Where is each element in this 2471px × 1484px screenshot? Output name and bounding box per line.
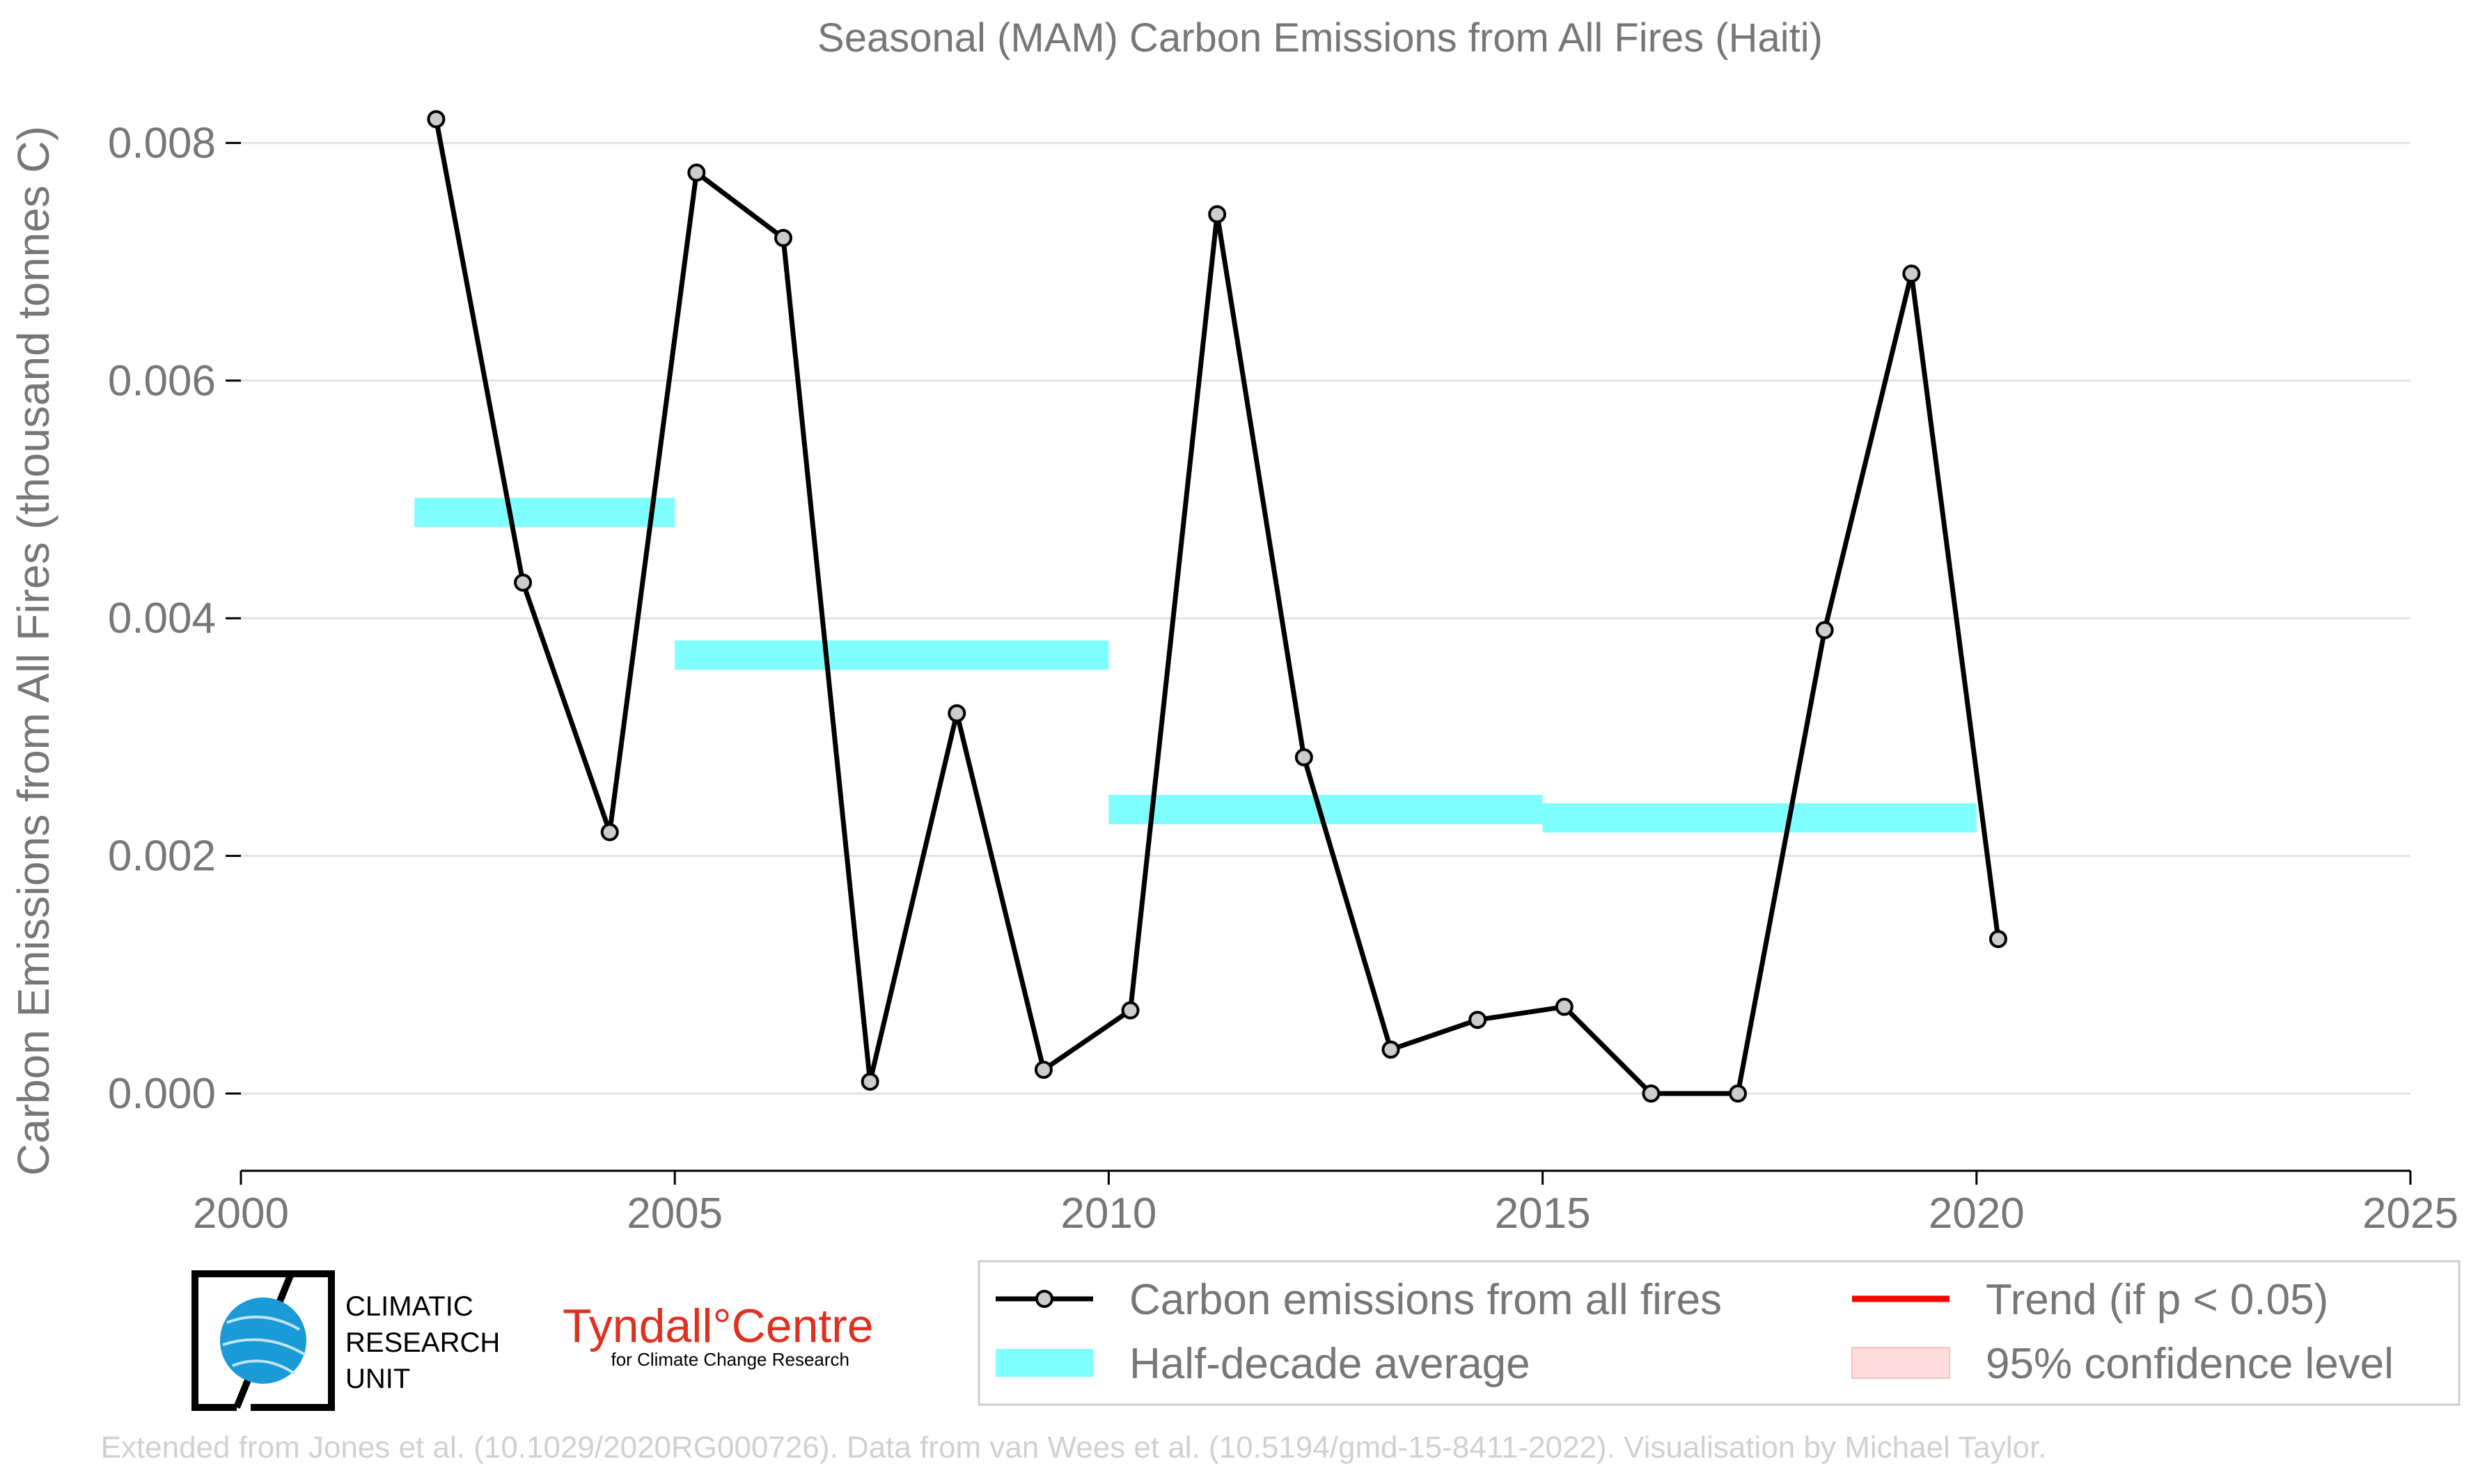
emissions-point [1381, 1040, 1400, 1059]
emissions-point [687, 164, 706, 182]
x-axis-ticks: 2000 2005 2010 2015 2020 2025 [193, 1171, 2458, 1238]
legend-label: Carbon emissions from all fires [1129, 1276, 1722, 1324]
y-tick-label: 0.008 [108, 119, 216, 167]
grid-lines [241, 141, 2410, 1095]
x-tick-label: 2025 [2362, 1190, 2458, 1238]
emissions-point [1642, 1084, 1661, 1103]
emissions-point [1815, 621, 1834, 640]
y-axis-ticks: 0.000 0.002 0.004 0.006 0.008 [108, 119, 241, 1118]
emissions-point [774, 228, 792, 247]
tyndall-logo-subtext: for Climate Change Research [611, 1349, 850, 1370]
emissions-point [600, 823, 619, 842]
legend-swatch-patch [1851, 1347, 1950, 1379]
cru-logo-frame-right [251, 1270, 335, 1411]
emissions-point [1902, 265, 1921, 283]
tyndall-logo-text: Tyndall°Centre [563, 1300, 874, 1352]
cru-logo-text: CLIMATIC RESEARCH UNIT [345, 1291, 508, 1394]
legend-label: Trend (if p < 0.05) [1986, 1276, 2328, 1324]
legend-swatch-marker [1035, 1290, 1053, 1308]
credit-text: Extended from Jones et al. (10.1029/2020… [101, 1430, 2047, 1465]
emissions-point [1468, 1011, 1487, 1029]
cru-logo: CLIMATIC RESEARCH UNIT [191, 1270, 508, 1411]
emissions-point [1988, 930, 2007, 949]
emissions-point [948, 704, 966, 723]
emissions-point [514, 573, 533, 592]
emissions-point [861, 1072, 879, 1091]
legend-label: Half-decade average [1129, 1340, 1530, 1388]
cru-logo-frame-left [191, 1270, 292, 1411]
legend-box [978, 1260, 2461, 1406]
y-tick-label: 0.000 [108, 1070, 216, 1118]
emissions-point [1294, 748, 1313, 766]
legend-swatch-band [996, 1349, 1093, 1377]
emissions-point [1034, 1060, 1053, 1079]
tyndall-logo: Tyndall°Centre for Climate Change Resear… [563, 1300, 874, 1370]
y-tick-label: 0.004 [108, 594, 216, 642]
x-tick-label: 2020 [1929, 1190, 2025, 1238]
legend: Carbon emissions from all fires Trend (if… [978, 1260, 2461, 1406]
chart-title: Seasonal (MAM) Carbon Emissions from All… [817, 15, 1823, 61]
emissions-line [433, 118, 2001, 1096]
emissions-point [1729, 1084, 1748, 1103]
emissions-point [1121, 1001, 1140, 1020]
carbon-emissions-series [427, 110, 2007, 1103]
globe-icon-lines [222, 1316, 306, 1375]
y-tick-label: 0.002 [108, 832, 216, 881]
x-tick-label: 2005 [627, 1190, 723, 1238]
emissions-point [427, 110, 446, 129]
x-tick-label: 2015 [1495, 1190, 1591, 1238]
emissions-point [1208, 205, 1227, 223]
y-tick-label: 0.006 [108, 357, 216, 405]
legend-label: 95% confidence level [1986, 1340, 2394, 1388]
x-tick-label: 2010 [1060, 1190, 1156, 1238]
x-tick-label: 2000 [193, 1190, 289, 1238]
y-axis-label: Carbon Emissions from All Fires (thousan… [8, 126, 58, 1176]
half-decade-average-series [414, 498, 1977, 832]
emissions-point [1555, 997, 1574, 1016]
